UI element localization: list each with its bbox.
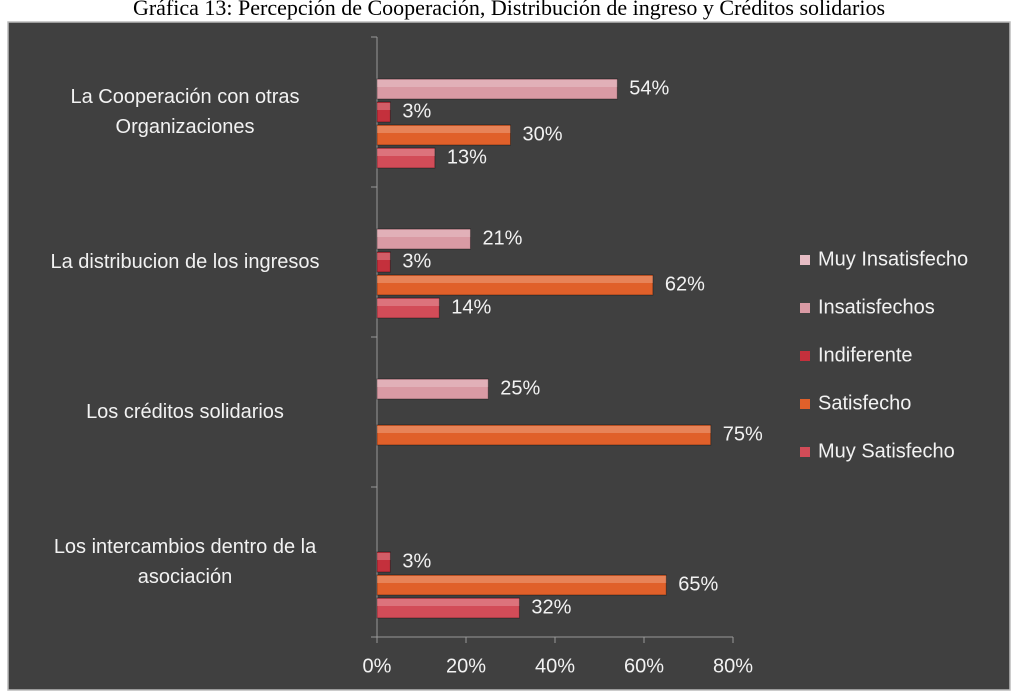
bar (376, 551, 391, 573)
x-tick-label: 0% (363, 655, 392, 677)
bar-shine (377, 149, 435, 156)
legend-swatch (800, 303, 810, 313)
data-label: 75% (723, 423, 763, 445)
bar (376, 251, 391, 273)
legend-swatch (800, 255, 810, 265)
y-tick-label: Los créditos solidarios (86, 401, 284, 423)
bar (376, 228, 471, 250)
x-tick-label: 80% (713, 655, 753, 677)
data-label: 62% (665, 273, 705, 295)
data-label: 3% (402, 550, 431, 572)
legend-label: Satisfecho (818, 392, 911, 414)
legend-swatch (800, 447, 810, 457)
bar (376, 378, 489, 400)
data-label: 65% (678, 573, 718, 595)
chart-title: Gráfica 13: Percepción de Cooperación, D… (133, 0, 885, 20)
bar (376, 101, 391, 123)
bar (376, 274, 654, 296)
bar-shine (377, 426, 711, 433)
data-label: 3% (402, 250, 431, 272)
legend-label: Indiferente (818, 344, 913, 366)
bar-shine (377, 126, 511, 133)
bar (376, 124, 511, 146)
bar (376, 78, 618, 100)
data-label: 30% (523, 123, 563, 145)
legend-label: Muy Insatisfecho (818, 248, 968, 270)
x-tick-label: 40% (535, 655, 575, 677)
legend-swatch (800, 351, 810, 361)
data-label: 25% (500, 377, 540, 399)
bar-shine (377, 103, 391, 110)
bar (376, 147, 436, 169)
bar-shine (377, 276, 653, 283)
legend-swatch (800, 399, 810, 409)
data-label: 14% (451, 296, 491, 318)
y-tick-label: Los intercambios dentro de la asociación (53, 536, 317, 588)
bar-shine (377, 299, 440, 306)
x-tick-label: 20% (446, 655, 486, 677)
y-tick-label: La Cooperación con otras Organizaciones (70, 86, 300, 138)
bar (376, 597, 520, 619)
legend-label: Insatisfechos (818, 296, 935, 318)
bar (376, 424, 712, 446)
legend-label: Muy Satisfecho (818, 440, 955, 462)
data-label: 13% (447, 146, 487, 168)
bar-shine (377, 380, 489, 387)
bar (376, 574, 667, 596)
y-tick-label: La distribucion de los ingresos (50, 251, 320, 273)
x-tick-label: 60% (624, 655, 664, 677)
bar-shine (377, 576, 667, 583)
bar-shine (377, 599, 520, 606)
data-label: 21% (482, 227, 522, 249)
data-label: 32% (531, 596, 571, 618)
bar-shine (377, 230, 471, 237)
bar (376, 297, 440, 319)
data-label: 3% (402, 100, 431, 122)
data-label: 54% (629, 77, 669, 99)
bar-shine (377, 253, 391, 260)
bar-shine (377, 80, 618, 87)
bar-shine (377, 553, 391, 560)
